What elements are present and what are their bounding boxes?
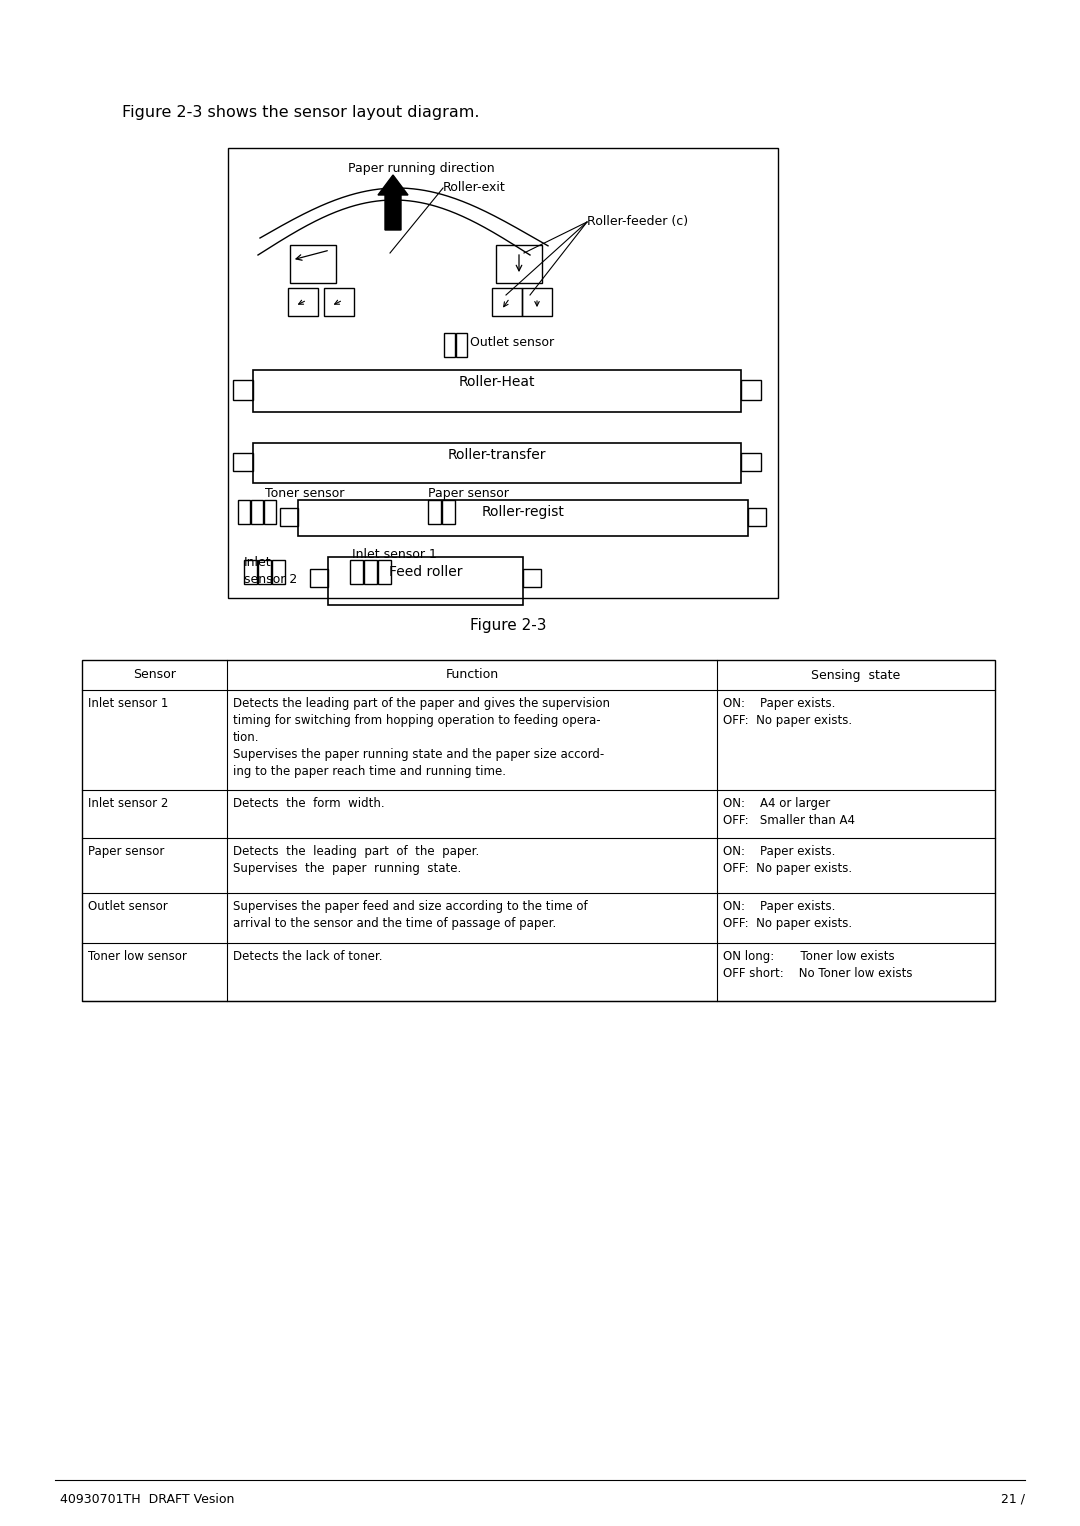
Bar — [442, 501, 455, 523]
Bar — [364, 560, 377, 584]
Bar — [741, 380, 761, 400]
Bar — [741, 453, 761, 472]
Bar — [288, 288, 318, 316]
Bar — [522, 288, 552, 316]
Bar — [324, 288, 354, 316]
Bar — [456, 333, 467, 357]
Text: Paper sensor: Paper sensor — [87, 845, 164, 858]
Text: 40930701TH  DRAFT Vesion: 40930701TH DRAFT Vesion — [60, 1492, 234, 1506]
Bar — [350, 560, 363, 584]
Text: ON:    A4 or larger
OFF:   Smaller than A4: ON: A4 or larger OFF: Smaller than A4 — [723, 797, 855, 827]
Bar — [496, 246, 542, 282]
Text: ON long:       Toner low exists
OFF short:    No Toner low exists: ON long: Toner low exists OFF short: No … — [723, 951, 913, 980]
Bar — [428, 501, 441, 523]
Bar — [82, 661, 995, 1001]
Bar — [244, 560, 257, 584]
Bar — [272, 560, 285, 584]
Bar — [238, 501, 249, 523]
Text: Detects  the  form  width.: Detects the form width. — [233, 797, 384, 810]
Text: Inlet sensor 2: Inlet sensor 2 — [87, 797, 168, 810]
Text: Inlet
sensor 2: Inlet sensor 2 — [244, 555, 297, 586]
Bar — [328, 557, 523, 604]
Text: Inlet sensor 1: Inlet sensor 1 — [352, 548, 437, 562]
Bar — [523, 569, 541, 588]
Text: ON:    Paper exists.
OFF:  No paper exists.: ON: Paper exists. OFF: No paper exists. — [723, 697, 852, 726]
Text: Detects the lack of toner.: Detects the lack of toner. — [233, 951, 382, 963]
Bar — [298, 501, 748, 536]
Text: Roller-regist: Roller-regist — [482, 505, 565, 519]
Bar — [291, 246, 336, 282]
Bar — [748, 508, 766, 526]
Bar — [378, 560, 391, 584]
Bar — [264, 501, 276, 523]
Bar — [251, 501, 264, 523]
Text: Sensing  state: Sensing state — [811, 668, 901, 682]
Text: Toner sensor: Toner sensor — [265, 487, 345, 501]
Text: Paper sensor: Paper sensor — [428, 487, 509, 501]
Text: ON:    Paper exists.
OFF:  No paper exists.: ON: Paper exists. OFF: No paper exists. — [723, 900, 852, 929]
Bar — [233, 453, 253, 472]
Text: Detects  the  leading  part  of  the  paper.
Supervises  the  paper  running  st: Detects the leading part of the paper. S… — [233, 845, 480, 874]
Bar — [228, 148, 778, 598]
Text: Outlet sensor: Outlet sensor — [87, 900, 167, 913]
Text: Inlet sensor 1: Inlet sensor 1 — [87, 697, 168, 710]
Text: Roller-exit: Roller-exit — [443, 182, 505, 194]
Bar — [253, 369, 741, 412]
FancyArrow shape — [378, 175, 408, 230]
Bar — [310, 569, 328, 588]
Bar — [280, 508, 298, 526]
Text: Outlet sensor: Outlet sensor — [470, 336, 554, 349]
Bar — [258, 560, 271, 584]
Bar — [233, 380, 253, 400]
Text: Function: Function — [445, 668, 499, 682]
Text: Roller-feeder (c): Roller-feeder (c) — [588, 215, 688, 227]
Text: Paper running direction: Paper running direction — [348, 162, 495, 175]
Text: Roller-transfer: Roller-transfer — [448, 449, 546, 462]
Text: Figure 2-3: Figure 2-3 — [470, 618, 546, 633]
Text: Figure 2-3 shows the sensor layout diagram.: Figure 2-3 shows the sensor layout diagr… — [122, 105, 480, 121]
Text: Feed roller: Feed roller — [389, 565, 462, 578]
Text: Sensor: Sensor — [133, 668, 176, 682]
Text: Detects the leading part of the paper and gives the supervision
timing for switc: Detects the leading part of the paper an… — [233, 697, 610, 778]
Bar — [253, 443, 741, 484]
Text: Roller-Heat: Roller-Heat — [459, 375, 536, 389]
Bar — [492, 288, 522, 316]
Text: 21 /: 21 / — [1001, 1492, 1025, 1506]
Text: ON:    Paper exists.
OFF:  No paper exists.: ON: Paper exists. OFF: No paper exists. — [723, 845, 852, 874]
Text: Supervises the paper feed and size according to the time of
arrival to the senso: Supervises the paper feed and size accor… — [233, 900, 588, 929]
Text: Toner low sensor: Toner low sensor — [87, 951, 187, 963]
Bar — [444, 333, 455, 357]
